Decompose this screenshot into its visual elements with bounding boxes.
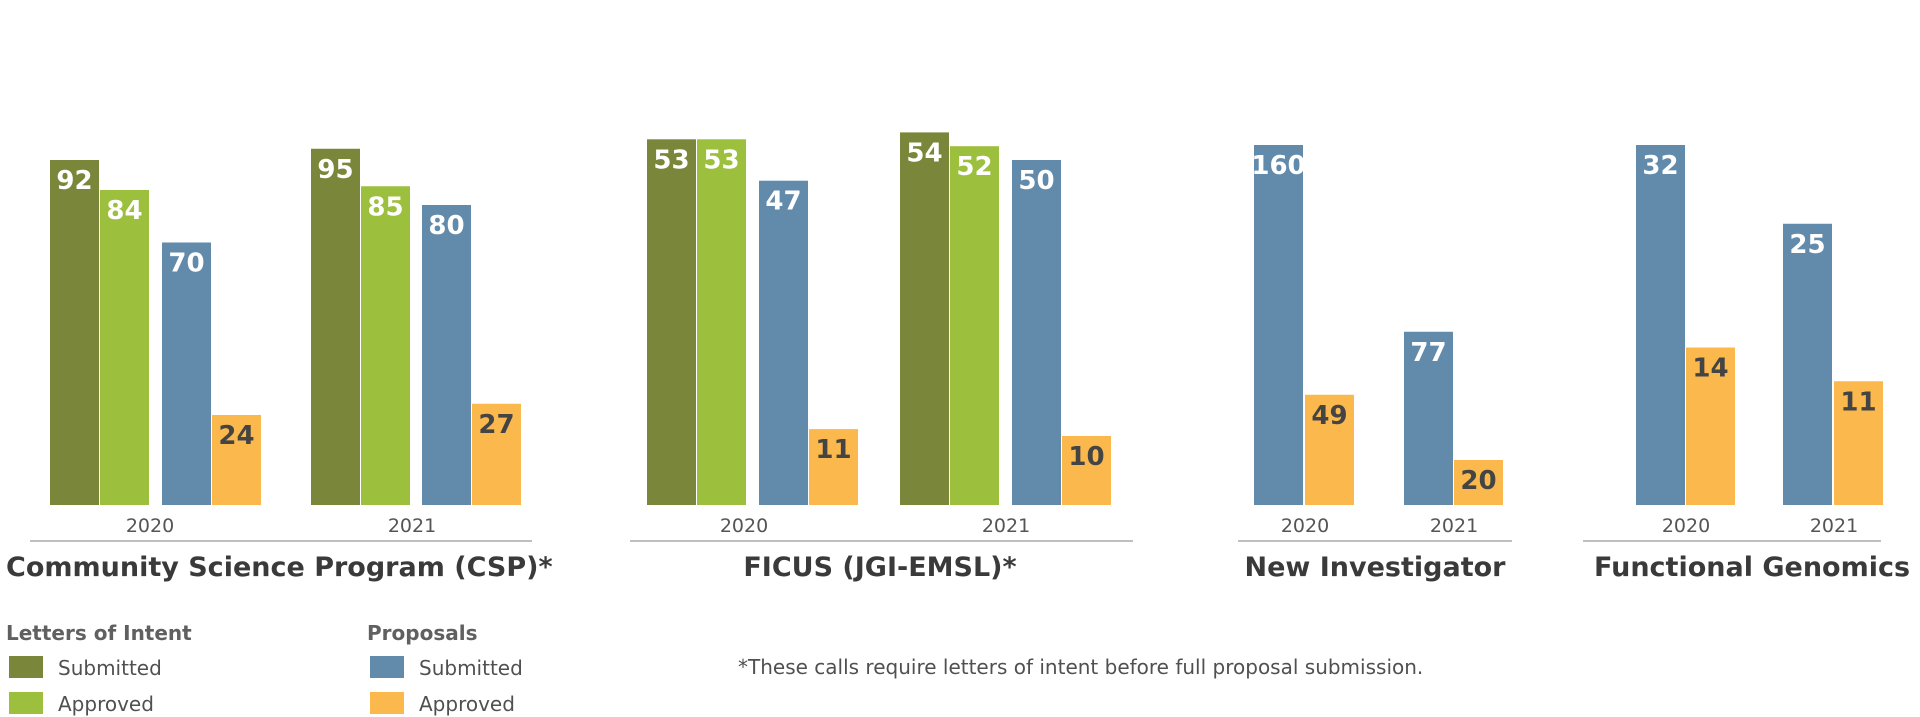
year-tick-label: 2020 [1281,515,1329,537]
legend-group-title: Proposals [367,621,477,645]
bar-prop-submitted-2021 [422,205,471,505]
bar-loi-submitted-2020 [647,139,696,506]
legend-swatch-prop-submitted [370,656,404,678]
bar-prop-approved-2020 [1305,394,1354,505]
bar-value-label: 11 [815,435,851,465]
bar-value-label: 25 [1789,230,1825,260]
bar-value-label: 85 [367,192,403,222]
bar-value-label: 32 [1642,151,1678,181]
group-title: New Investigator [1245,552,1507,583]
year-tick-label: 2020 [720,515,768,537]
legend-item-label: Submitted [419,656,523,680]
legend-swatch-loi-submitted [9,656,43,678]
bar-value-label: 27 [478,410,514,440]
bar-prop-approved-2021 [1834,381,1883,505]
year-tick-label: 2021 [982,515,1030,537]
bar-loi-submitted-2021 [900,132,949,505]
bar-value-label: 54 [906,138,942,168]
year-tick-label: 2020 [1662,515,1710,537]
bar-value-label: 84 [106,196,142,226]
group-title: FICUS (JGI-EMSL)* [743,552,1016,583]
group-title: Functional Genomics [1594,552,1910,583]
bar-prop-approved-2020 [212,415,261,505]
bar-prop-approved-2021 [472,403,521,505]
bar-prop-approved-2020 [1686,347,1735,505]
year-tick-label: 2021 [1430,515,1478,537]
footnote: *These calls require letters of intent b… [738,655,1423,679]
bar-value-label: 10 [1068,442,1104,472]
bar-value-label: 47 [765,187,801,217]
year-tick-label: 2021 [388,515,436,537]
bar-prop-submitted-2021 [1404,331,1453,505]
bar-prop-submitted-2020 [1636,145,1685,505]
year-tick-label: 2020 [126,515,174,537]
bar-prop-submitted-2021 [1012,160,1061,505]
bar-prop-submitted-2020 [162,242,211,505]
bar-loi-approved-2020 [100,190,149,505]
bar-value-label: 95 [317,155,353,185]
bar-value-label: 50 [1018,166,1054,196]
legend-swatch-loi-approved [9,692,43,714]
bar-prop-approved-2021 [1062,436,1111,505]
bar-value-label: 92 [56,166,92,196]
bar-value-label: 77 [1410,338,1446,368]
legend-item-label: Submitted [58,656,162,680]
bar-value-label: 80 [428,211,464,241]
bar-prop-submitted-2020 [1254,145,1303,505]
bar-loi-submitted-2020 [50,160,99,505]
axes-layer: 2020 2021 Community Science Program (CSP)*… [6,515,1910,583]
bar-value-label: 49 [1311,401,1347,431]
bar-loi-submitted-2021 [311,148,360,505]
bar-value-label: 20 [1460,466,1496,496]
year-tick-label: 2021 [1810,515,1858,537]
group-title: Community Science Program (CSP)* [6,552,553,583]
legend-item-label: Approved [58,692,154,716]
bars-layer: 92 84 70 24 95 85 80 27 53 53 47 11 54 52 50 10 160 49 77 2… [50,132,1883,506]
bar-value-label: 53 [653,145,689,175]
bar-prop-approved-2021 [1454,460,1503,505]
legend-group-title: Letters of Intent [6,621,192,645]
bar-prop-approved-2020 [809,429,858,505]
bar-prop-submitted-2021 [1783,223,1832,505]
bar-value-label: 52 [956,152,992,182]
bar-value-label: 70 [168,249,204,279]
bar-value-label: 160 [1251,151,1305,181]
bar-value-label: 24 [218,421,254,451]
bar-value-label: 11 [1840,387,1876,417]
legend-swatch-prop-approved [370,692,404,714]
legend-item-label: Approved [419,692,515,716]
bar-loi-approved-2021 [361,186,410,505]
bar-loi-approved-2020 [697,139,746,506]
bar-value-label: 53 [703,145,739,175]
bar-loi-approved-2021 [950,146,999,505]
bar-value-label: 14 [1692,354,1728,384]
bar-prop-submitted-2020 [759,180,808,505]
legend: Letters of Intent Submitted Approved Propos… [6,621,523,716]
